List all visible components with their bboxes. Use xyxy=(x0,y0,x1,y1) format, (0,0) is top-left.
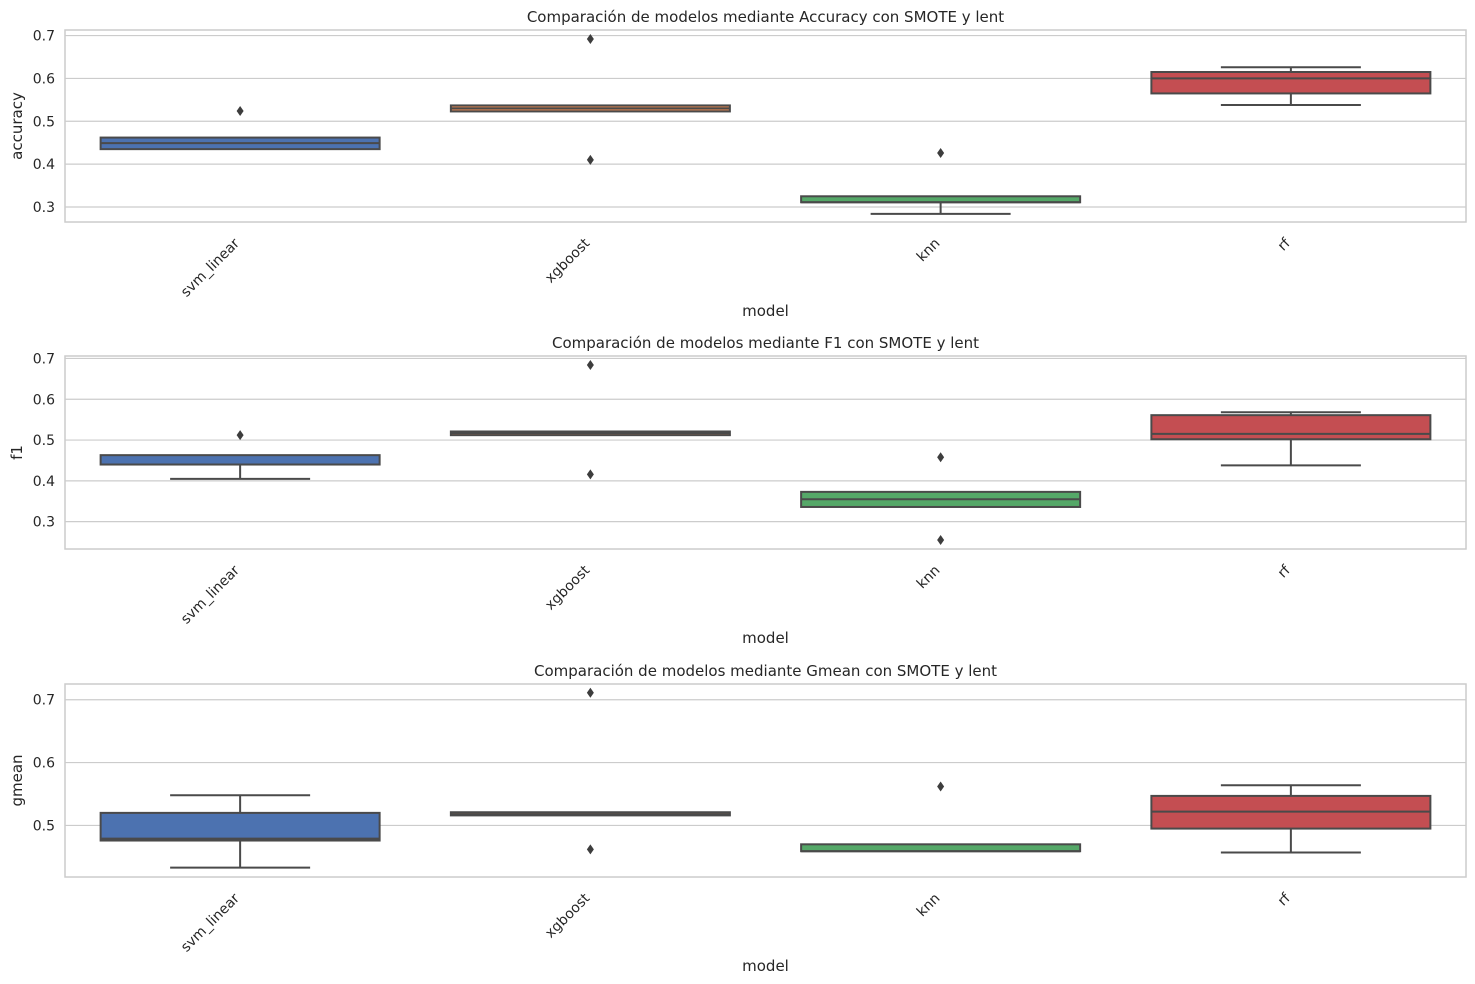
flier-point xyxy=(937,148,945,158)
box-knn xyxy=(800,148,1082,215)
iqr-box xyxy=(800,843,1082,853)
y-tick-label: 0.5 xyxy=(33,114,55,130)
y-tick-label: 0.6 xyxy=(33,756,55,772)
box-rf xyxy=(1150,784,1432,854)
iqr-box xyxy=(1150,71,1432,95)
x-tick-label: knn xyxy=(914,563,944,593)
flier-point xyxy=(236,106,244,116)
x-tick-label: svm_linear xyxy=(178,235,243,300)
x-tick-label: knn xyxy=(914,891,944,921)
flier-point xyxy=(586,687,594,698)
x-axis-label: model xyxy=(742,302,789,320)
y-tick-label: 0.7 xyxy=(33,693,55,709)
x-tick-label: rf xyxy=(1275,562,1295,582)
box-rf xyxy=(1150,66,1432,106)
box-knn xyxy=(800,452,1082,546)
y-tick-label: 0.3 xyxy=(33,200,55,216)
chart-title: Comparación de modelos mediante F1 con S… xyxy=(552,334,979,352)
x-tick-label: xgboost xyxy=(542,562,593,613)
iqr-box xyxy=(1150,414,1432,441)
box-rf xyxy=(1150,411,1432,467)
flier-point xyxy=(937,535,945,546)
y-tick-label: 0.7 xyxy=(33,351,55,367)
y-axis-label: accuracy xyxy=(8,92,26,160)
flier-point xyxy=(586,154,594,165)
flier-point xyxy=(937,452,945,463)
y-axis-label: gmean xyxy=(8,754,26,806)
y-tick-label: 0.5 xyxy=(33,433,55,449)
box-svm_linear xyxy=(99,794,381,869)
chart-panel: 0.3 0.4 0.5 0.6 0.7 svm_linear xgboost knn rf Com… xyxy=(8,334,1467,647)
chart-panel: 0.3 0.4 0.5 0.6 0.7 svm_linear xgboost knn rf Com… xyxy=(8,8,1467,320)
box-xgboost xyxy=(449,359,731,480)
flier-point xyxy=(586,34,594,44)
axes-frame xyxy=(64,29,1467,223)
x-axis-label: model xyxy=(742,629,789,647)
y-tick-label: 0.6 xyxy=(33,392,55,408)
x-tick-label: svm_linear xyxy=(178,890,243,955)
box-svm_linear xyxy=(99,430,381,480)
x-tick-label: rf xyxy=(1275,890,1295,910)
x-tick-label: rf xyxy=(1275,235,1295,255)
chart-title: Comparación de modelos mediante Accuracy… xyxy=(527,8,1004,26)
x-tick-label: knn xyxy=(914,236,944,266)
iqr-box xyxy=(99,811,381,842)
y-tick-label: 0.5 xyxy=(33,818,55,834)
chart-title: Comparación de modelos mediante Gmean co… xyxy=(534,662,997,680)
iqr-box xyxy=(99,454,381,466)
y-tick-label: 0.7 xyxy=(33,29,55,45)
flier-point xyxy=(937,781,945,792)
box-svm_linear xyxy=(99,106,381,151)
y-tick-label: 0.4 xyxy=(33,157,55,173)
y-tick-label: 0.6 xyxy=(33,71,55,87)
chart-panel: 0.5 0.6 0.7 svm_linear xgboost knn rf Comparaci… xyxy=(8,662,1467,975)
flier-point xyxy=(586,469,594,480)
flier-point xyxy=(236,430,244,441)
x-axis-label: model xyxy=(742,957,789,975)
box-knn xyxy=(800,781,1082,853)
axes-frame xyxy=(64,355,1467,550)
axes-frame xyxy=(64,683,1467,878)
flier-point xyxy=(586,359,594,370)
x-tick-label: svm_linear xyxy=(178,562,243,627)
flier-point xyxy=(586,844,594,855)
y-axis-label: f1 xyxy=(8,445,26,460)
y-tick-label: 0.4 xyxy=(33,474,55,490)
box-xgboost xyxy=(449,687,731,855)
x-tick-label: xgboost xyxy=(542,235,593,286)
x-tick-label: xgboost xyxy=(542,890,593,941)
box-xgboost xyxy=(449,34,731,165)
y-tick-label: 0.3 xyxy=(33,515,55,531)
